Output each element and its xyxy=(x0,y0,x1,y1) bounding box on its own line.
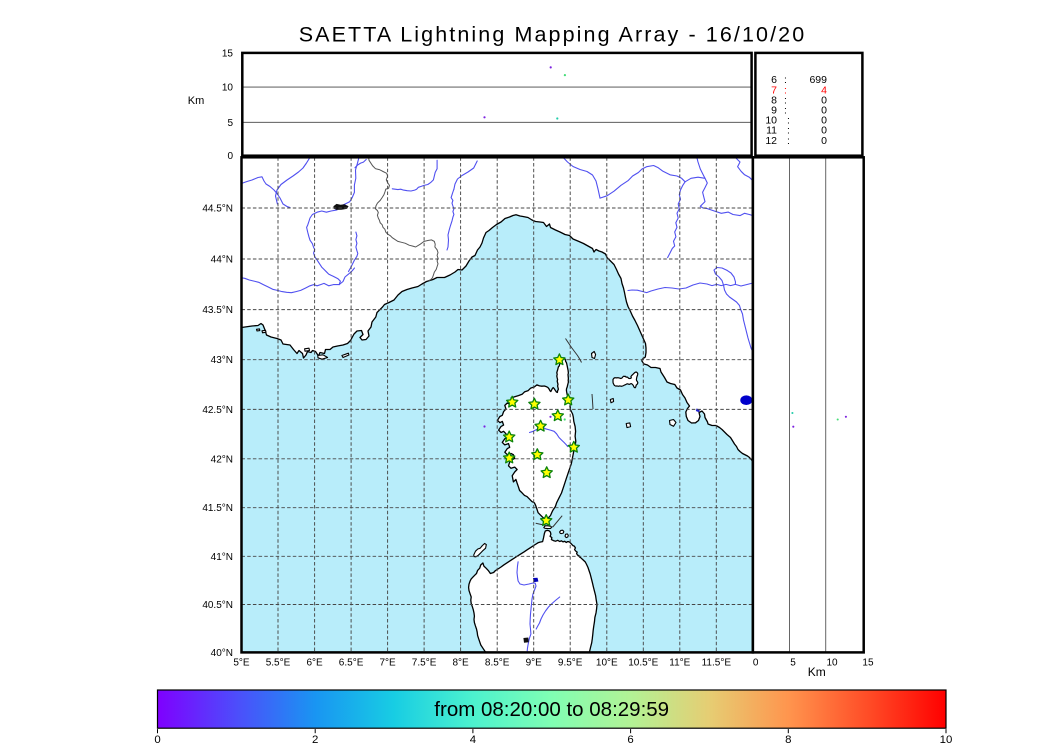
svg-text:0: 0 xyxy=(821,135,827,147)
svg-text:11.5°E: 11.5°E xyxy=(702,658,732,669)
svg-text::: : xyxy=(784,74,787,86)
svg-text:11: 11 xyxy=(766,125,777,137)
svg-text::: : xyxy=(787,115,790,127)
svg-text:40.5°N: 40.5°N xyxy=(202,600,233,611)
svg-text:699: 699 xyxy=(809,74,827,86)
svg-text:11°E: 11°E xyxy=(669,658,690,669)
svg-text:43°N: 43°N xyxy=(211,355,233,366)
svg-text:6°E: 6°E xyxy=(306,658,323,669)
svg-text::: : xyxy=(787,135,790,147)
svg-text:0: 0 xyxy=(753,658,759,669)
svg-text:7.5°E: 7.5°E xyxy=(412,658,437,669)
svg-text:4: 4 xyxy=(470,734,476,746)
svg-text::: : xyxy=(784,84,787,96)
svg-text::: : xyxy=(784,105,787,117)
svg-text:0: 0 xyxy=(821,125,827,137)
svg-text:6.5°E: 6.5°E xyxy=(339,658,364,669)
svg-text:7: 7 xyxy=(771,84,777,96)
svg-text:Km: Km xyxy=(188,95,205,107)
svg-text:0: 0 xyxy=(154,734,160,746)
svg-text:10: 10 xyxy=(765,115,777,127)
svg-text:9.5°E: 9.5°E xyxy=(558,658,583,669)
svg-text:44°N: 44°N xyxy=(211,255,233,266)
svg-text:9°E: 9°E xyxy=(526,658,543,669)
svg-text:0: 0 xyxy=(821,115,827,127)
svg-text:15: 15 xyxy=(222,49,234,60)
svg-text:10°E: 10°E xyxy=(596,658,618,669)
svg-text:15: 15 xyxy=(862,658,874,669)
svg-text:10: 10 xyxy=(222,83,234,94)
svg-text:0: 0 xyxy=(227,151,233,162)
svg-text:8°E: 8°E xyxy=(452,658,469,669)
svg-text:Km: Km xyxy=(808,665,826,679)
svg-text:41.5°N: 41.5°N xyxy=(202,503,233,514)
svg-text:44.5°N: 44.5°N xyxy=(202,204,233,215)
svg-text:41°N: 41°N xyxy=(211,552,233,563)
svg-text:0: 0 xyxy=(821,94,827,106)
svg-text:from 08:20:00 to 08:29:59: from 08:20:00 to 08:29:59 xyxy=(434,698,669,721)
svg-text:6: 6 xyxy=(627,734,633,746)
svg-text:10: 10 xyxy=(940,734,953,746)
svg-text:42°N: 42°N xyxy=(211,454,233,465)
svg-text:42.5°N: 42.5°N xyxy=(202,405,233,416)
svg-text:43.5°N: 43.5°N xyxy=(202,305,233,316)
svg-text::: : xyxy=(784,94,787,106)
svg-text:8: 8 xyxy=(785,734,791,746)
svg-text::: : xyxy=(787,125,790,137)
svg-text:40°N: 40°N xyxy=(211,648,233,659)
svg-text:8.5°E: 8.5°E xyxy=(485,658,510,669)
svg-text:5°E: 5°E xyxy=(233,658,250,669)
svg-text:8: 8 xyxy=(771,94,777,106)
svg-text:2: 2 xyxy=(312,734,318,746)
svg-text:5: 5 xyxy=(227,118,233,129)
svg-text:4: 4 xyxy=(821,84,827,96)
svg-text:0: 0 xyxy=(821,105,827,117)
svg-text:7°E: 7°E xyxy=(379,658,396,669)
svg-text:10.5°E: 10.5°E xyxy=(628,658,658,669)
svg-text:10: 10 xyxy=(827,658,839,669)
svg-text:9: 9 xyxy=(771,105,777,117)
svg-text:6: 6 xyxy=(771,74,777,86)
svg-text:5.5°E: 5.5°E xyxy=(266,658,291,669)
svg-text:SAETTA Lightning Mapping Array: SAETTA Lightning Mapping Array - 16/10/2… xyxy=(299,23,807,47)
svg-text:5: 5 xyxy=(790,658,796,669)
svg-text:12: 12 xyxy=(765,135,777,147)
